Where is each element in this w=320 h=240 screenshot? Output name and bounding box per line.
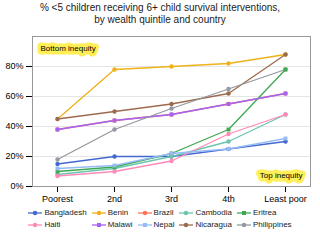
html-text:Benin: Benin: [107, 208, 129, 217]
svg-text:Bottom inequity: Bottom inequity: [41, 44, 96, 53]
html-text:Philippines: Philippines: [252, 220, 292, 229]
svg-text:0%: 0%: [10, 181, 23, 191]
svg-text:20%: 20%: [5, 151, 23, 161]
html-text:Malawi: Malawi: [107, 220, 133, 229]
svg-text:40%: 40%: [5, 121, 23, 131]
svg-text:Least poor: Least poor: [264, 194, 307, 204]
html-text:Eritrea: Eritrea: [252, 208, 277, 217]
svg-text:2nd: 2nd: [107, 194, 122, 204]
html-text:Nicaragua: Nicaragua: [195, 220, 232, 229]
html-text:Haiti: Haiti: [44, 220, 61, 229]
html-text:% <5 children receiving 6+ chi: % <5 children receiving 6+ child surviva…: [39, 2, 281, 25]
html-text:Brazil: Brazil: [153, 208, 174, 217]
svg-text:3rd: 3rd: [165, 194, 178, 204]
svg-text:60%: 60%: [5, 91, 23, 101]
svg-text:Poorest: Poorest: [42, 194, 74, 204]
svg-text:Top inequity: Top inequity: [260, 171, 303, 180]
svg-text:80%: 80%: [5, 61, 23, 71]
html-text:Cambodia: Cambodia: [195, 208, 232, 217]
html-text:Bangladesh: Bangladesh: [44, 208, 87, 217]
svg-text:4th: 4th: [222, 194, 235, 204]
html-text:Nepal: Nepal: [153, 220, 175, 229]
